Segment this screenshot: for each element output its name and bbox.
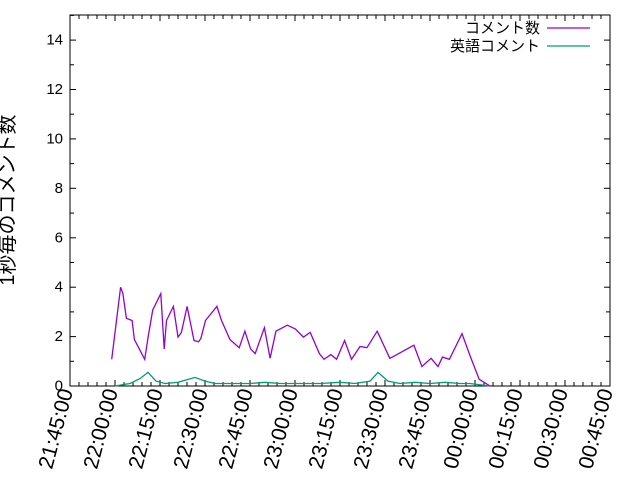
svg-text:4: 4 [55, 279, 63, 296]
svg-text:12: 12 [46, 81, 63, 98]
svg-text:14: 14 [46, 32, 63, 49]
svg-text:8: 8 [55, 180, 63, 197]
svg-text:10: 10 [46, 130, 63, 147]
svg-text:6: 6 [55, 229, 63, 246]
svg-text:コメント数: コメント数 [465, 20, 540, 37]
svg-text:2: 2 [55, 328, 63, 345]
svg-text:1秒毎のコメント数: 1秒毎のコメント数 [0, 114, 19, 285]
svg-text:英語コメント: 英語コメント [450, 37, 540, 55]
